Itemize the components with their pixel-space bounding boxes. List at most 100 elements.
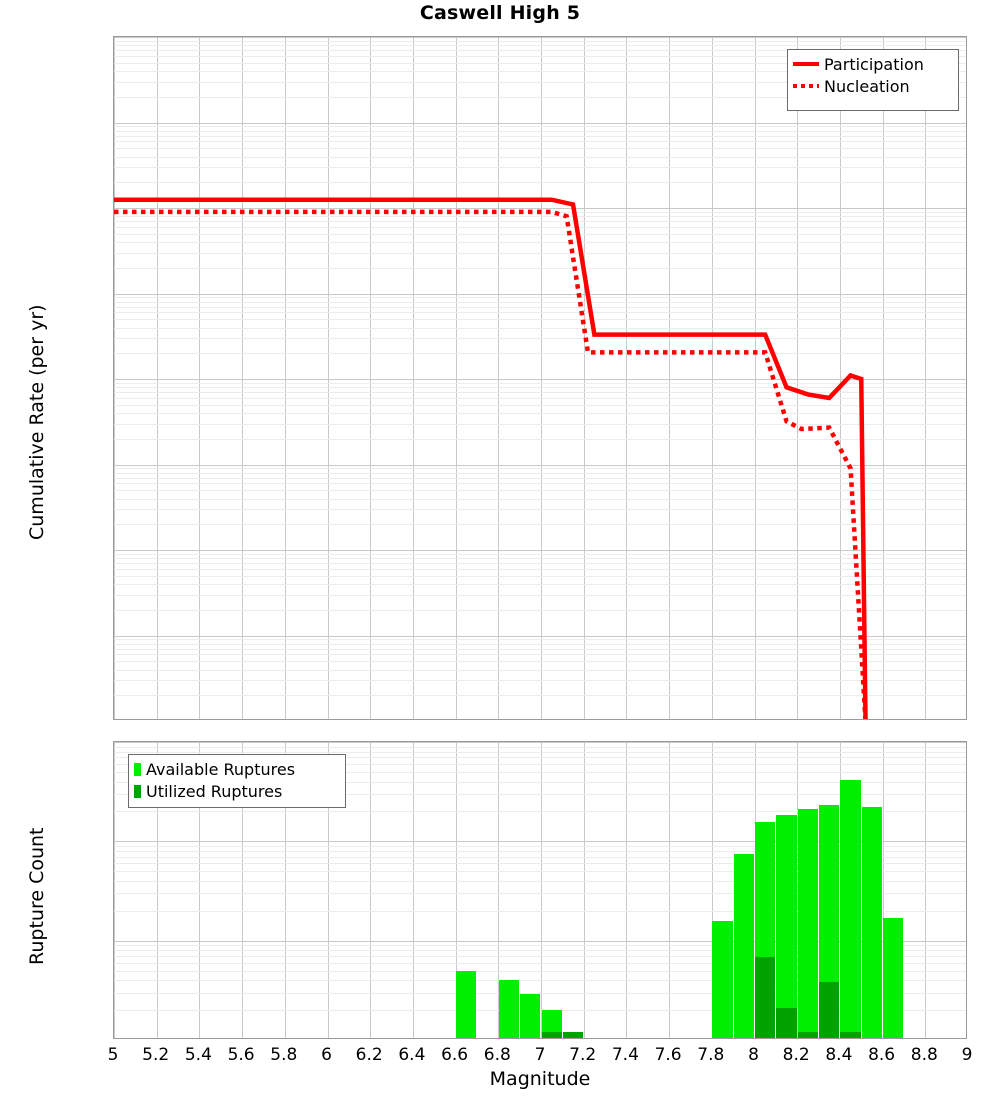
legend-item: Nucleation [793,75,952,97]
gridline-horizontal [114,856,966,858]
gridline-vertical [370,37,372,719]
x-tick-label: 6.6 [441,1045,469,1065]
gridline-horizontal [114,793,966,795]
gridline-horizontal [114,233,966,235]
gridline-horizontal [114,156,966,158]
gridline-horizontal [114,893,966,895]
gridline-vertical [156,37,158,719]
x-tick-label: 5 [107,1045,119,1065]
x-tick-label: 7 [534,1045,546,1065]
bar-available-ruptures [840,779,861,1038]
gridline-horizontal [114,301,966,303]
gridline-horizontal [114,771,966,773]
bar-available-ruptures [733,853,754,1038]
legend-label: Participation [824,54,924,74]
bar-available-ruptures [456,971,477,1038]
gridline-horizontal [114,563,966,565]
curve-participation [114,197,868,719]
x-tick-label: 5.6 [227,1045,255,1065]
x-tick-label: 7.6 [654,1045,682,1065]
gridline-horizontal [114,811,966,813]
bar-utilized-ruptures [755,957,776,1038]
gridline-horizontal [114,252,966,254]
gridline-horizontal [114,609,966,611]
legend-color-swatch [134,762,141,776]
gridline-horizontal [114,353,966,355]
top-plot-area [113,36,967,720]
gridline-vertical [412,37,414,719]
gridline-vertical [583,37,585,719]
bar-utilized-ruptures [562,1032,584,1038]
gridline-vertical [882,37,884,719]
gridline-horizontal [114,524,966,526]
gridline-vertical [199,742,201,1038]
x-tick-label: 8.8 [910,1045,938,1065]
gridline-horizontal [114,55,966,57]
bottom-y-axis-title: Rupture Count [26,827,48,966]
gridline-vertical [412,742,414,1038]
bar-utilized-ruptures [541,1032,562,1038]
gridline-horizontal [114,45,966,47]
gridline-horizontal [114,654,966,656]
gridline-vertical [669,37,671,719]
gridline-horizontal [114,980,966,982]
gridline-horizontal [114,267,966,269]
gridline-vertical [327,742,329,1038]
gridline-vertical [541,37,542,719]
gridline-horizontal [114,182,966,184]
x-tick-label: 8.4 [825,1045,853,1065]
gridline-horizontal [114,558,966,560]
x-tick-label: 6.2 [355,1045,383,1065]
gridline-vertical [797,37,799,719]
gridline-horizontal [114,130,966,132]
gridline-horizontal [114,584,966,586]
gridline-horizontal [114,746,966,748]
gridline-vertical [455,37,457,719]
gridline-vertical [370,742,372,1038]
legend-label: Utilized Ruptures [146,781,283,801]
legend-item: Participation [793,53,952,75]
gridline-horizontal [114,950,966,952]
gridline-horizontal [114,635,966,637]
gridline-horizontal [114,319,966,321]
gridline-horizontal [114,940,966,942]
gridline-horizontal [114,40,966,42]
gridline-horizontal [114,992,966,994]
bar-utilized-ruptures [797,1032,819,1038]
gridline-horizontal [114,680,966,682]
legend-solid-line-icon [793,62,819,66]
gridline-horizontal [114,423,966,425]
gridline-horizontal [114,910,966,912]
gridline-vertical [711,742,713,1038]
gridline-horizontal [114,221,966,223]
x-tick-label: 6.8 [483,1045,511,1065]
gridline-vertical [114,742,115,1038]
gridline-horizontal [114,509,966,511]
gridline-horizontal [114,413,966,415]
gridline-horizontal [114,945,966,947]
gridline-horizontal [114,148,966,150]
gridline-horizontal [114,167,966,169]
gridline-horizontal [114,50,966,52]
gridline-horizontal [114,970,966,972]
gridline-horizontal [114,392,966,394]
gridline-vertical [882,742,884,1038]
gridline-horizontal [114,71,966,73]
gridline-horizontal [114,122,966,124]
gridline-horizontal [114,468,966,470]
gridline-horizontal [114,661,966,663]
legend-label: Nucleation [824,76,910,96]
gridline-horizontal [114,135,966,137]
gridline-horizontal [114,293,966,295]
gridline-horizontal [114,477,966,479]
gridline-vertical [839,37,841,719]
gridline-vertical [754,37,756,719]
gridline-vertical [925,742,927,1038]
x-axis-title: Magnitude [489,1068,591,1090]
gridline-horizontal [114,338,966,340]
gridline-horizontal [114,96,966,98]
gridline-horizontal [114,962,966,964]
gridline-horizontal [114,379,966,380]
bottom-legend: Available Ruptures Utilized Ruptures [128,754,346,808]
